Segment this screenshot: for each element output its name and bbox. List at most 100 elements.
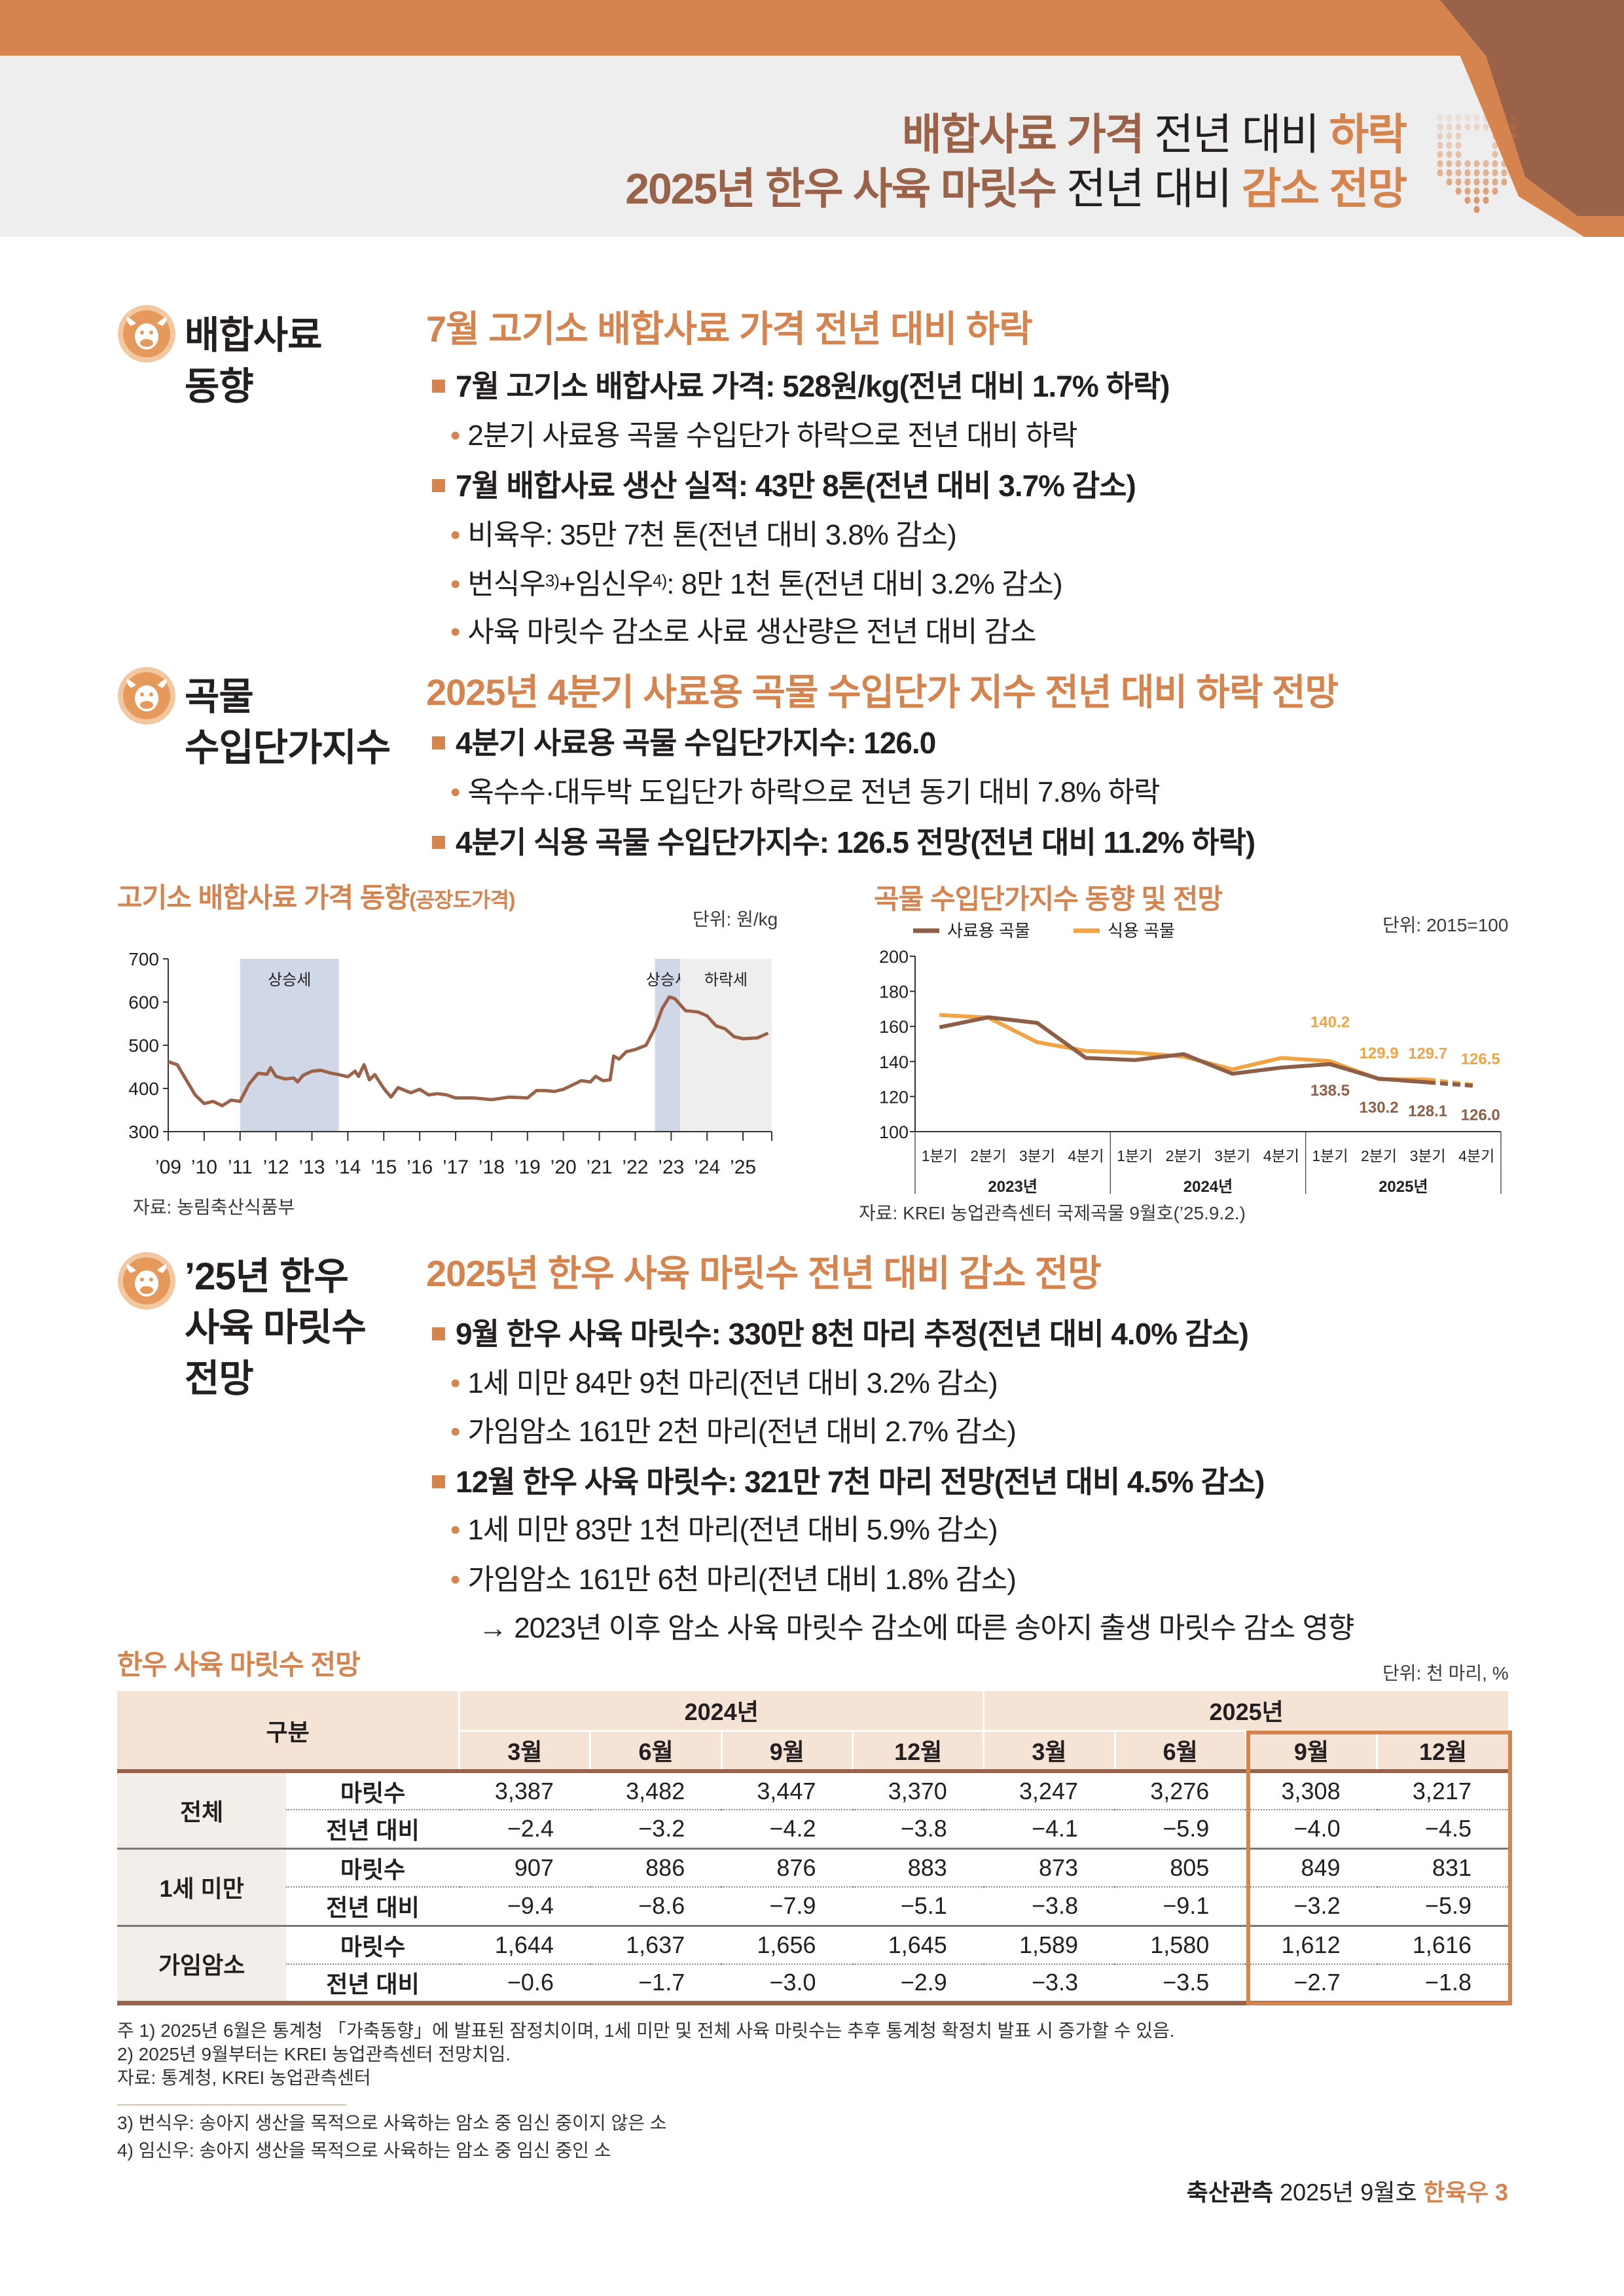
emblem-dot [1483, 114, 1489, 122]
chart2-title: 곡물 수입단가지수 동향 및 전망 [874, 884, 1223, 914]
section-label-line: 수입단가지수 [185, 726, 391, 769]
bullet-text: 옥수수·대두박 도입단가 하락으로 전년 동기 대비 7.8% 하락 [467, 776, 1160, 808]
table-corner-header: 구분 [117, 1691, 460, 1773]
emblem-dot [1483, 169, 1489, 177]
section-label-line: 배합사료 [185, 314, 322, 357]
emblem-dot [1492, 132, 1498, 140]
sub-bullet: • 비육우: 35만 7천 톤(전년 대비 3.8% 감소) [450, 512, 957, 558]
chart1-source: 자료: 농림축산식품부 [133, 1197, 295, 1217]
section-label-line: 동향 [185, 365, 254, 408]
table-cell: −3.8 [1031, 1892, 1079, 1920]
group-label: 2023년 [988, 1178, 1037, 1196]
row-label: 전년 대비 [326, 1971, 420, 1998]
legend-label: 식용 곡물 [1108, 921, 1175, 941]
page-number: 3 [1494, 2179, 1508, 2206]
group-label: 전체 [117, 1771, 287, 1848]
emblem-dot [1455, 160, 1462, 168]
x-tick-label: ’13 [299, 1157, 325, 1178]
topic: 한육우 [1423, 2179, 1489, 2206]
table-cell: −5.1 [900, 1892, 947, 1920]
table-cell: −4.5 [1424, 1815, 1471, 1842]
table-cell: −0.6 [507, 1969, 554, 1996]
table-cell: 907 [514, 1854, 554, 1881]
table-cell: 3,482 [626, 1777, 685, 1804]
x-tick-label: ’19 [514, 1157, 541, 1178]
data-label: 126.5 [1461, 1050, 1500, 1068]
header-title-area [0, 56, 1624, 237]
table-cell: 3,217 [1412, 1777, 1471, 1804]
x-tick-label: ’15 [370, 1157, 397, 1178]
table-cell: −2.7 [1293, 1969, 1341, 1996]
y-tick-label: 500 [128, 1035, 159, 1056]
main-bullet: 7월 배합사료 생산 실적: 43만 8톤(전년 대비 3.7% 감소) [432, 463, 1136, 509]
month-header: 3월 [458, 1731, 590, 1773]
x-tick-label: ’25 [730, 1157, 756, 1178]
data-label: 129.7 [1408, 1045, 1447, 1062]
table-cell: −9.1 [1163, 1892, 1210, 1920]
x-tick-label: ’20 [550, 1157, 577, 1178]
table-source: 자료: 통계청, KREI 농업관측센터 [117, 2068, 371, 2088]
emblem-dot [1501, 114, 1507, 122]
footnote-divider [117, 2104, 346, 2106]
table-cell: −4.1 [1031, 1815, 1079, 1842]
emblem-dot [1501, 169, 1507, 177]
emblem-dot [1455, 141, 1462, 149]
table-cell: −3.3 [1031, 1969, 1079, 1996]
row-label: 마릿수 [340, 1933, 406, 1960]
emblem-dot [1455, 123, 1462, 131]
bullet-text: 가임암소 161만 6천 마리(전년 대비 1.8% 감소) [467, 1564, 1017, 1596]
table-cell: 1,580 [1150, 1931, 1210, 1958]
month-header: 9월 [1244, 1731, 1377, 1773]
bullet-dot-icon: • [450, 420, 460, 452]
table-cell: 1,612 [1281, 1931, 1341, 1958]
x-tick-label: 4분기 [1458, 1147, 1494, 1164]
table-cell: −1.8 [1424, 1969, 1471, 1996]
bullet-text: 사육 마릿수 감소로 사료 생산량은 전년 대비 감소 [467, 616, 1036, 648]
emblem-dot [1464, 160, 1471, 168]
table-cell: 886 [645, 1854, 685, 1881]
bullet-text: 7월 배합사료 생산 실적: 43만 8톤(전년 대비 3.7% 감소) [456, 469, 1136, 503]
footnote: 3) 번식우: 송아지 생산을 목적으로 사육하는 암소 중 임신 중이지 않은… [117, 2113, 667, 2133]
emblem-dot [1437, 141, 1443, 149]
main-bullet: 4분기 사료용 곡물 수입단가지수: 126.0 [432, 720, 936, 766]
x-tick-label: ’23 [658, 1157, 684, 1178]
bullet-dot-icon: • [450, 776, 460, 808]
row-label: 마릿수 [340, 1779, 406, 1806]
price-line [168, 995, 769, 1107]
header-band [0, 0, 1624, 56]
y-tick-label: 180 [879, 982, 909, 1002]
title-part: 하락 [1329, 110, 1407, 158]
cow-face-icon [117, 1251, 177, 1311]
table-cell: 3,447 [757, 1777, 816, 1804]
row-label: 전년 대비 [326, 1817, 420, 1844]
table-cell: −5.9 [1163, 1815, 1210, 1842]
table-cell: 873 [1038, 1854, 1079, 1881]
emblem-dot [1501, 141, 1507, 149]
emblem-dot [1510, 141, 1517, 149]
emblem-dot [1483, 160, 1489, 168]
x-tick-label: 4분기 [1263, 1147, 1299, 1164]
data-label: 138.5 [1310, 1082, 1350, 1100]
x-tick-label: ’18 [478, 1157, 505, 1178]
trend-band [240, 959, 339, 1132]
emblem-dot [1483, 178, 1489, 186]
table-row: 전년 대비 −2.4 −3.2 −4.2 −3.8 −4.1 −5.9 −4.0 −4.5 [117, 1810, 1508, 1848]
x-tick-label: ’11 [228, 1157, 253, 1178]
emblem-dot [1455, 178, 1462, 186]
month-header: 6월 [1113, 1731, 1246, 1773]
table-cell: −7.9 [769, 1892, 816, 1920]
emblem-dot [1501, 151, 1507, 158]
x-tick-label: ’21 [586, 1157, 613, 1178]
bullet-text: +임신우 [558, 568, 653, 600]
y-tick-label: 100 [879, 1122, 909, 1142]
table-cell: −3.2 [1293, 1892, 1341, 1920]
series-forecast-line [1427, 1080, 1477, 1088]
table-row: 전년 대비 −0.6 −1.7 −3.0 −2.9 −3.3 −3.5 −2.7 −1.8 [117, 1964, 1508, 2003]
emblem-dot [1473, 169, 1480, 177]
emblem-dot [1473, 178, 1480, 186]
emblem-dot [1510, 151, 1517, 158]
grain-index-chart: 사료용 곡물 식용 곡물 100 120 140 160 180 200 1분기 2분기 3분기 4분… [879, 921, 1502, 1196]
emblem-dot [1510, 132, 1517, 140]
month-header: 12월 [851, 1731, 984, 1773]
emblem-dot [1464, 187, 1471, 195]
